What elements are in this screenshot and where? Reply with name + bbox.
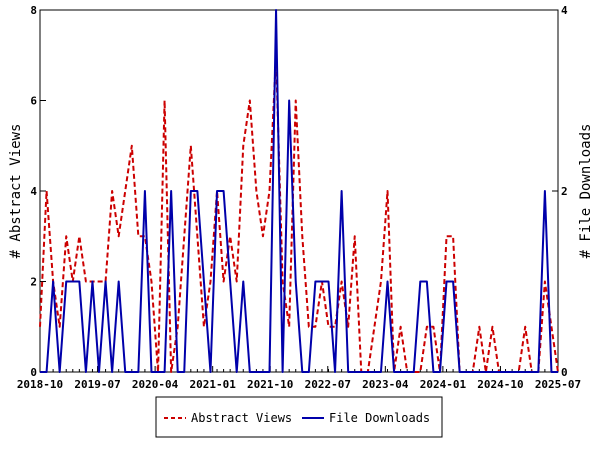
legend-box: [155, 396, 443, 438]
x-tick-label: 2024-01: [420, 378, 467, 391]
left-y-tick-label: 0: [30, 366, 37, 379]
legend: Abstract Views File Downloads: [155, 396, 443, 438]
x-tick-label: 2024-10: [477, 378, 523, 391]
x-tick-label: 2020-04: [132, 378, 179, 391]
left-y-tick-label: 8: [30, 4, 37, 17]
x-tick-label: 2025-07: [535, 378, 581, 391]
right-axis-title: # File Downloads: [578, 124, 594, 259]
left-axis-tick-labels: 0 2 4 6 8: [30, 4, 37, 379]
right-y-tick-label: 0: [561, 366, 568, 379]
series-line-file-downloads: [40, 9, 558, 373]
left-y-tick-label: 4: [30, 185, 37, 198]
x-tick-label: 2019-07: [74, 378, 120, 391]
right-y-tick-label: 2: [561, 185, 568, 198]
x-tick-label: 2023-04: [362, 378, 409, 391]
x-axis-tick-labels: 2018-10 2019-07 2020-04 2021-01 2021-10 2022-…: [17, 378, 581, 391]
legend-label-abstract-views: Abstract Views: [191, 411, 292, 425]
left-y-tick-label: 2: [30, 276, 37, 289]
right-axis-tick-labels: 0 2 4: [561, 4, 568, 379]
x-tick-label: 2021-10: [247, 378, 293, 391]
plot-area: [39, 9, 559, 373]
x-tick-label: 2021-01: [189, 378, 236, 391]
series-layer: [39, 9, 559, 373]
legend-label-file-downloads: File Downloads: [329, 411, 430, 425]
right-y-tick-label: 4: [561, 4, 568, 17]
x-tick-label: 2018-10: [17, 378, 63, 391]
x-tick-label: 2022-07: [305, 378, 351, 391]
left-axis-title: # Abstract Views: [8, 124, 24, 259]
left-y-tick-label: 6: [30, 95, 37, 108]
